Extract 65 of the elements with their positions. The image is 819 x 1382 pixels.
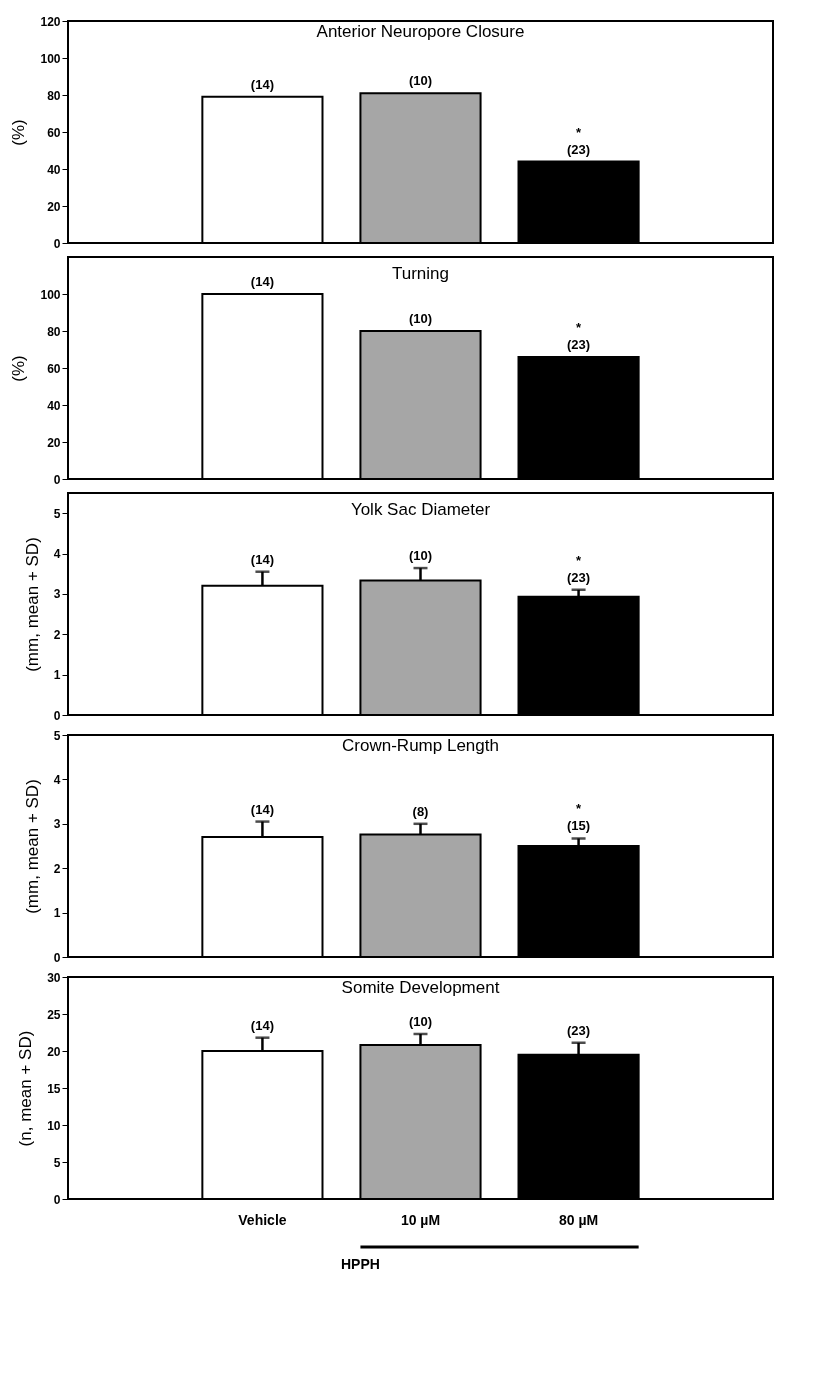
y-tick-label: 5 — [53, 1155, 61, 1170]
annotation: * — [576, 801, 583, 817]
y-tick-label: 25 — [47, 1007, 61, 1022]
y-axis-title: (n, mean + SD) — [16, 1030, 36, 1147]
y-tick-label: 4 — [53, 772, 61, 787]
annotation: (10) — [408, 548, 433, 564]
y-tick-label: 0 — [53, 950, 61, 965]
x-tick-label: Vehicle — [238, 1211, 287, 1228]
annotation: (10) — [408, 1013, 433, 1029]
y-axis-title: (mm, mean + SD) — [22, 779, 42, 914]
y-tick-label: 100 — [40, 51, 61, 66]
chart-title: Somite Development — [341, 978, 500, 997]
annotation: (14) — [250, 551, 274, 567]
y-tick-label: 5 — [53, 506, 61, 521]
annotation: * — [576, 124, 583, 140]
annotation: (14) — [250, 1017, 274, 1033]
y-tick-label: 80 — [47, 88, 61, 103]
y-tick-label: 4 — [53, 547, 61, 562]
y-tick-label: 80 — [47, 324, 61, 339]
annotation: (23) — [567, 1022, 591, 1038]
x-tick-label: 10 µM — [400, 1211, 441, 1228]
chart-title: Turning — [391, 264, 450, 283]
y-axis-title: (mm, mean + SD) — [22, 537, 42, 672]
annotation: (23) — [567, 336, 591, 352]
text: HPPH — [340, 1256, 380, 1272]
y-axis-title: (%) — [9, 119, 29, 146]
y-tick-label: 0 — [53, 708, 61, 723]
y-tick-label: 3 — [53, 587, 61, 602]
annotation: (14) — [250, 76, 274, 92]
y-tick-label: 1 — [53, 906, 61, 921]
chart-title: Anterior Neuropore Closure — [316, 22, 525, 41]
annotation: * — [576, 552, 583, 568]
y-tick-label: 100 — [40, 287, 61, 302]
annotation: (23) — [567, 569, 591, 585]
chart-title: Crown-Rump Length — [342, 736, 499, 755]
y-tick-label: 40 — [47, 398, 61, 413]
annotation: (8) — [412, 803, 429, 819]
y-tick-label: 3 — [53, 817, 61, 832]
y-tick-label: 20 — [47, 435, 61, 450]
y-tick-label: 2 — [53, 627, 61, 642]
y-tick-label: 5 — [53, 728, 61, 743]
annotation: (10) — [408, 73, 433, 89]
annotation: (14) — [250, 801, 274, 817]
y-axis-title: (%) — [9, 355, 29, 382]
annotation: (14) — [250, 274, 274, 289]
annotation: * — [576, 319, 583, 335]
y-tick-label: 1 — [53, 668, 61, 683]
y-tick-label: 0 — [53, 236, 61, 251]
y-tick-label: 60 — [47, 361, 61, 376]
y-tick-label: 30 — [47, 970, 61, 985]
y-tick-label: 10 — [47, 1118, 61, 1133]
y-tick-label: 40 — [47, 162, 61, 177]
annotation: (23) — [567, 141, 591, 157]
annotation: (10) — [408, 311, 433, 326]
chart-title: Yolk Sac Diameter — [350, 500, 491, 519]
x-tick-label: 80 µM — [558, 1211, 599, 1228]
y-tick-label: 0 — [53, 472, 61, 487]
annotation: (15) — [567, 818, 591, 834]
y-tick-label: 20 — [47, 199, 61, 214]
y-tick-label: 60 — [47, 125, 61, 140]
y-tick-label: 2 — [53, 861, 61, 876]
y-tick-label: 120 — [40, 14, 61, 29]
y-tick-label: 20 — [47, 1044, 61, 1059]
y-tick-label: 15 — [47, 1081, 61, 1096]
y-tick-label: 0 — [53, 1192, 61, 1207]
